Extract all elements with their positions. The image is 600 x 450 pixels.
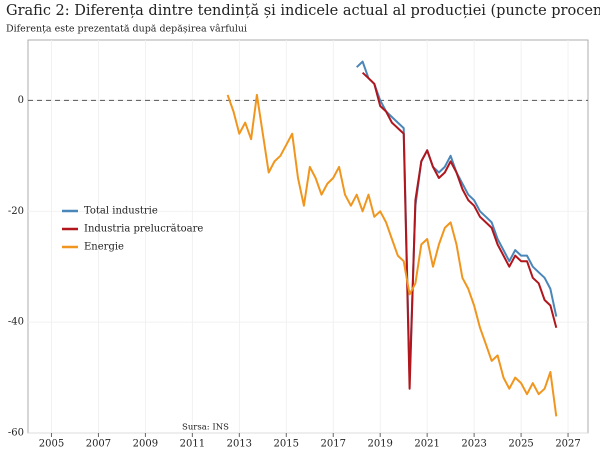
x-tick-label: 2025 (508, 439, 533, 450)
y-tick-label: -40 (8, 317, 24, 328)
x-tick-label: 2021 (414, 439, 439, 450)
x-tick-label: 2011 (180, 439, 205, 450)
x-tick-label: 2007 (86, 439, 111, 450)
y-tick-label: -20 (8, 206, 24, 217)
x-tick-label: 2019 (367, 439, 392, 450)
legend-label: Energie (84, 242, 124, 253)
source-note: Sursa: INS (182, 423, 229, 433)
series-line (361, 71, 558, 390)
x-tick-label: 2023 (461, 439, 486, 450)
series-line (226, 93, 558, 417)
x-tick-label: 2013 (227, 439, 252, 450)
x-tick-label: 2027 (555, 439, 580, 450)
series-line (356, 60, 558, 379)
chart-subtitle: Diferența este prezentată după depășirea… (6, 24, 247, 35)
x-tick-label: 2009 (133, 439, 158, 450)
x-tick-label: 2015 (274, 439, 299, 450)
y-tick-label: -60 (8, 428, 24, 439)
legend-label: Industria prelucrătoare (84, 224, 203, 235)
plot-frame (27, 39, 589, 434)
legend-label: Total industrie (84, 206, 158, 217)
x-tick-label: 2005 (39, 439, 64, 450)
x-tick-label: 2017 (321, 439, 346, 450)
chart-title: Grafic 2: Diferența dintre tendință și i… (6, 3, 600, 19)
y-tick-label: 0 (18, 95, 24, 106)
